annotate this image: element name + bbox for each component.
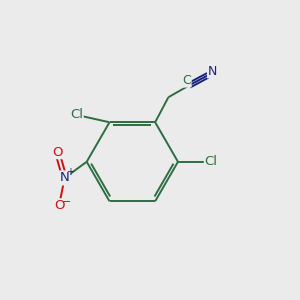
Text: +: + xyxy=(67,167,74,177)
Text: O: O xyxy=(52,146,63,159)
Text: −: − xyxy=(62,197,71,207)
Text: N: N xyxy=(60,172,70,184)
Text: N: N xyxy=(208,65,217,78)
Text: O: O xyxy=(54,199,64,212)
Text: C: C xyxy=(182,74,191,87)
Text: Cl: Cl xyxy=(70,108,83,122)
Text: Cl: Cl xyxy=(205,155,218,168)
